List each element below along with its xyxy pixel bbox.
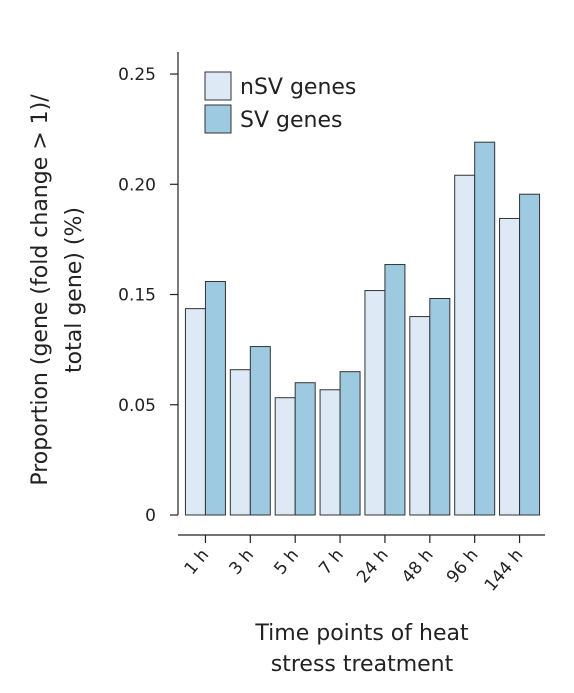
legend-swatch	[204, 71, 232, 101]
bar	[294, 382, 316, 516]
y-tick-label: 0	[145, 506, 156, 526]
x-tick-label: 24 h	[353, 545, 393, 587]
x-tick-label: 48 h	[398, 545, 438, 587]
bar	[454, 174, 476, 516]
bar	[429, 297, 451, 516]
bar	[339, 371, 361, 516]
x-axis-label: Time points of heat	[254, 621, 469, 646]
x-tick-label: 96 h	[443, 545, 483, 587]
bar	[184, 308, 206, 516]
bar	[474, 141, 496, 516]
bar	[274, 397, 296, 516]
bar	[204, 281, 226, 516]
x-tick-label: 7 h	[315, 545, 348, 579]
bar	[319, 389, 341, 516]
x-tick-label: 144 h	[481, 545, 528, 595]
y-tick-label: 0.15	[118, 286, 156, 306]
y-tick-label: 0.05	[118, 396, 156, 416]
x-tick-label: 3 h	[225, 545, 258, 579]
legend-label: SV genes	[240, 108, 342, 133]
x-tick-label: 1 h	[181, 545, 214, 579]
legend-swatch	[204, 104, 232, 134]
legend-label: nSV genes	[240, 75, 356, 100]
bar	[249, 346, 271, 516]
y-axis-label: total gene) (%)	[62, 207, 87, 373]
y-axis-label: Proportion (gene (fold change > 1)/	[28, 94, 53, 486]
bar	[409, 316, 431, 516]
bar	[364, 290, 386, 516]
bar	[519, 193, 541, 516]
y-tick-label: 0.25	[118, 65, 156, 85]
x-tick-label: 5 h	[270, 545, 303, 579]
bar	[229, 369, 251, 516]
x-axis-label: stress treatment	[271, 652, 454, 677]
bar	[499, 217, 521, 516]
bar	[384, 264, 406, 516]
y-tick-label: 0.20	[118, 175, 156, 195]
